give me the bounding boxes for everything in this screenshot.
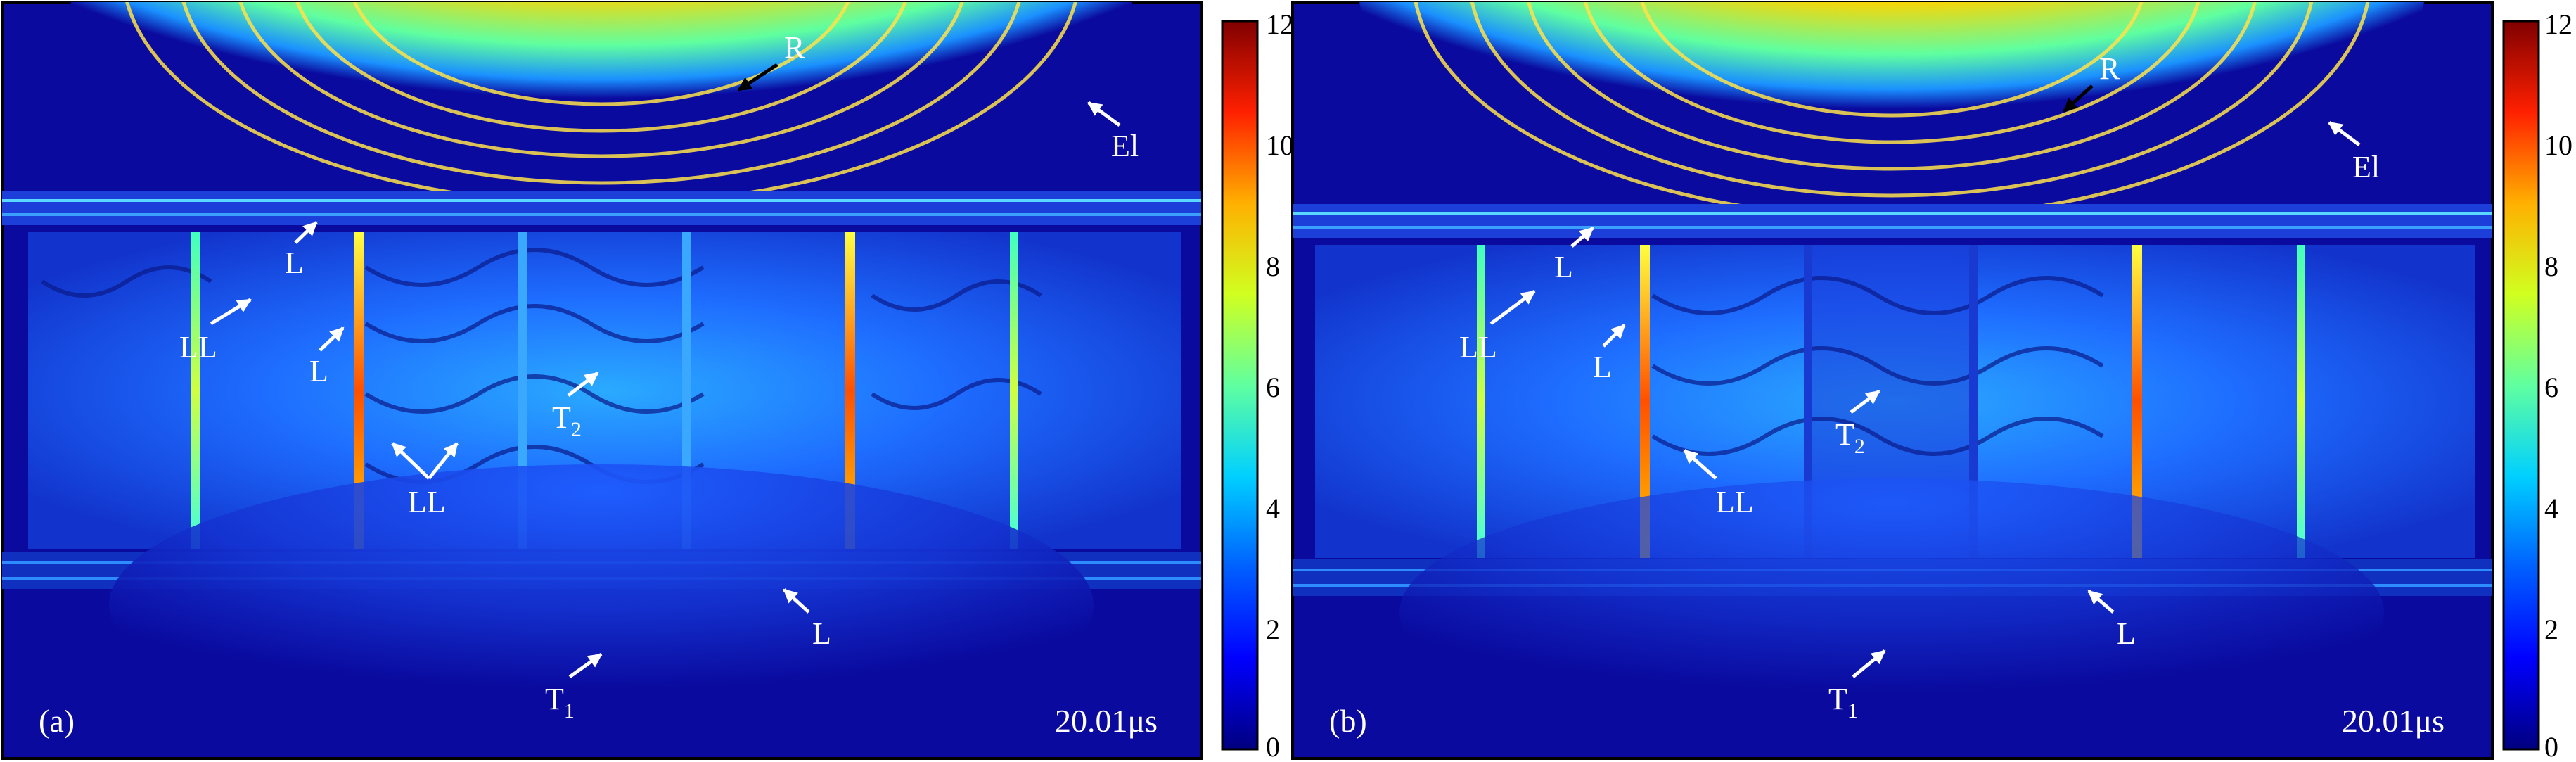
panel-b-core-pattern xyxy=(1651,276,2104,456)
panel-b-label-T2: T2 xyxy=(1835,417,1865,458)
panel-b-column-1 xyxy=(1477,245,1485,558)
panel-b-arrow-L-top xyxy=(1570,227,1594,248)
colorbar-a-tick-0: 0 xyxy=(1266,731,1280,762)
panel-a-column-5 xyxy=(845,232,855,549)
panel-a-time-label: 20.01μs xyxy=(1055,703,1158,739)
colorbar-a-tick-12: 12 xyxy=(1266,8,1294,40)
panel-b-column-6 xyxy=(2297,245,2305,558)
panel-b-column-3 xyxy=(1804,245,1812,558)
panel-a-label-LL-left: LL xyxy=(179,330,217,364)
panel-a: R El L LL L T2 LL L T1 (a) 20.01μs xyxy=(1,1,1203,760)
panel-b-arrow-El xyxy=(2328,120,2361,147)
panel-b-arrow-L-bottom xyxy=(2087,590,2115,614)
panel-b-panel-label: (b) xyxy=(1329,703,1367,739)
panel-b-label-T1-main: T xyxy=(1828,682,1847,716)
colorbar-a: 12 10 8 6 4 2 0 xyxy=(1221,8,1294,762)
panel-b-transmitted xyxy=(1399,478,2384,746)
colorbar-a-tick-10: 10 xyxy=(1266,129,1294,161)
panel-a-arrow-L-bottom xyxy=(783,588,810,614)
panel-a-wavefront xyxy=(70,2,1132,225)
panel-a-label-T2-main: T xyxy=(552,400,571,435)
panel-a-arrow-L-top xyxy=(294,221,318,244)
panel-a-label-L-top: L xyxy=(285,246,304,280)
panel-b-time-label: 20.01μs xyxy=(2342,703,2444,739)
colorbar-a-tick-2: 2 xyxy=(1266,614,1280,645)
panel-a-label-El: El xyxy=(1111,129,1139,163)
panel-a-label-T1-main: T xyxy=(545,682,564,716)
panel-a-arrow-L-mid xyxy=(319,326,345,352)
panel-a-label-T2-sub: 2 xyxy=(571,418,582,441)
panel-a-arrow-T1 xyxy=(568,652,603,679)
panel-a-arrow-LL-right-2 xyxy=(428,442,459,480)
colorbar-b-tick-6: 6 xyxy=(2544,372,2558,403)
panel-a-label-L-mid: L xyxy=(309,354,328,388)
panel-b-label-LL-right: LL xyxy=(1716,485,1754,519)
colorbar-b-tick-12: 12 xyxy=(2544,8,2572,40)
panel-a-arrow-R xyxy=(737,63,778,92)
colorbar-b: 12 10 8 6 4 2 0 xyxy=(2502,8,2572,762)
panel-a-column-2 xyxy=(354,232,364,549)
panel-a-transmitted xyxy=(109,464,1094,746)
panel-b-label-El: El xyxy=(2352,150,2380,184)
panel-b-arrow-T1 xyxy=(1852,649,1886,678)
panel-b-label-T2-main: T xyxy=(1835,417,1854,452)
colorbar-a-tick-6: 6 xyxy=(1266,372,1280,403)
panel-a-top-plate xyxy=(2,191,1201,225)
panel-a-label-L-bottom: L xyxy=(812,616,831,651)
panel-b: R El L LL L T2 LL L T1 (b) 20.01μs xyxy=(1291,1,2494,760)
colorbar-b-bar xyxy=(2502,20,2540,751)
colorbar-b-tick-2: 2 xyxy=(2544,614,2558,645)
panel-a-panel-label: (a) xyxy=(39,703,75,739)
panel-b-arrow-LL-right xyxy=(1683,449,1717,480)
panel-b-column-4 xyxy=(1969,245,1978,558)
panel-b-arrow-L-mid xyxy=(1602,324,1626,348)
colorbar-b-tick-10: 10 xyxy=(2544,129,2572,161)
panel-b-label-L-top: L xyxy=(1554,250,1573,284)
panel-b-column-5 xyxy=(2132,245,2142,558)
colorbar-a-tick-4: 4 xyxy=(1266,493,1280,524)
panel-b-column-2 xyxy=(1640,245,1650,558)
colorbar-b-tick-8: 8 xyxy=(2544,250,2558,282)
colorbar-a-tick-8: 8 xyxy=(1266,250,1280,282)
panel-a-arrow-LL-left xyxy=(210,298,252,326)
panel-a-arrow-El xyxy=(1087,101,1121,127)
panel-b-label-T2-sub: 2 xyxy=(1854,435,1865,458)
colorbar-b-tick-4: 4 xyxy=(2544,493,2558,524)
panel-b-arrow-T2 xyxy=(1850,390,1880,414)
panel-b-arrow-LL-left xyxy=(1489,289,1536,326)
panel-b-label-LL-left: LL xyxy=(1459,330,1497,364)
panel-a-label-R: R xyxy=(784,30,805,65)
panel-b-label-R: R xyxy=(2099,51,2120,86)
panel-b-arrow-R xyxy=(2063,84,2094,113)
panel-b-label-T1-sub: 1 xyxy=(1847,699,1858,723)
colorbar-b-tick-0: 0 xyxy=(2544,731,2558,762)
panel-a-label-T2: T2 xyxy=(552,400,582,441)
panel-a-column-6 xyxy=(1010,232,1018,549)
panel-a-arrow-LL-right-1 xyxy=(391,442,430,480)
panel-a-label-LL-right: LL xyxy=(408,485,446,519)
panel-b-label-L-mid: L xyxy=(1593,350,1612,384)
panel-a-arrow-T2 xyxy=(567,372,599,397)
panel-a-label-T1: T1 xyxy=(545,682,575,723)
panel-b-label-L-bottom: L xyxy=(2117,616,2136,651)
panel-a-label-T1-sub: 1 xyxy=(564,699,575,723)
colorbar-a-bar xyxy=(1221,20,1259,751)
panel-a-column-1 xyxy=(191,232,200,549)
panel-b-label-T1: T1 xyxy=(1828,682,1858,723)
panel-b-top-plate xyxy=(1293,204,2492,238)
